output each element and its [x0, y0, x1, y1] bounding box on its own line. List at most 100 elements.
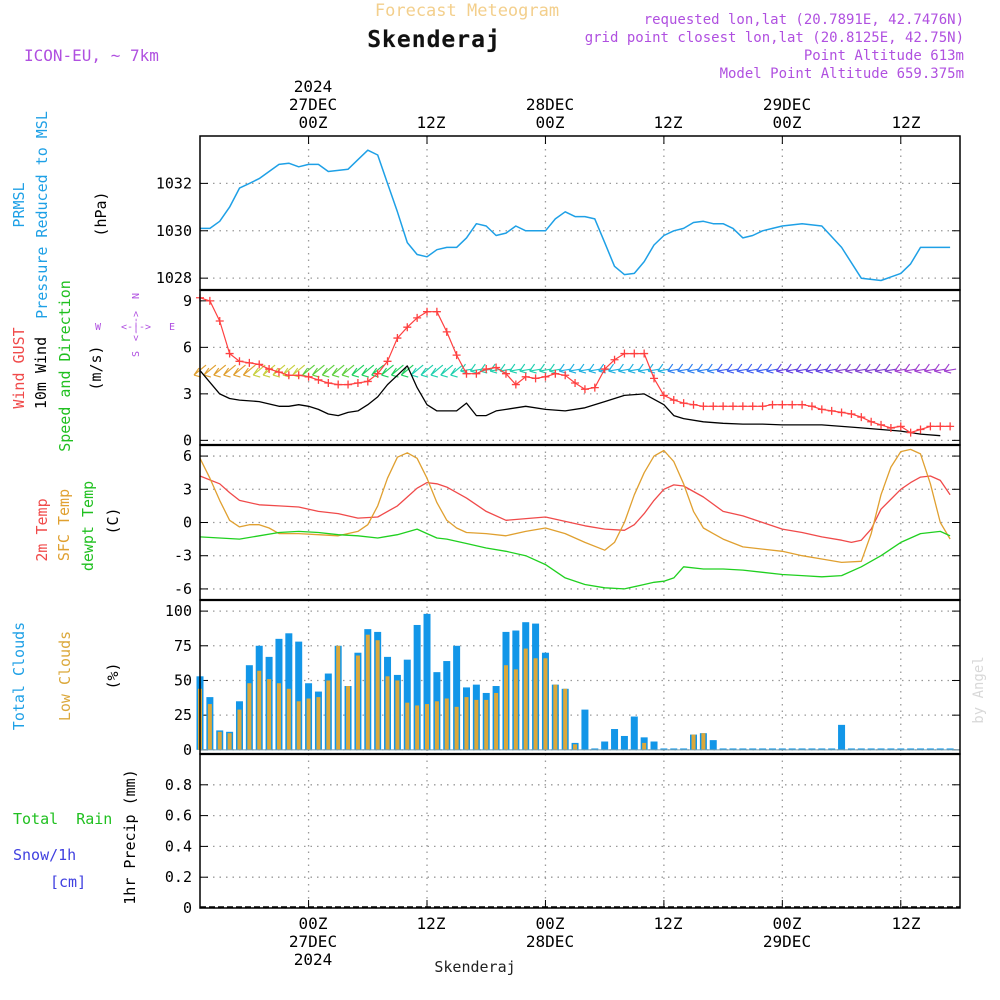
panel-frame	[199, 135, 961, 291]
gust-marker	[709, 402, 718, 411]
wind-direction-mark	[825, 363, 838, 374]
y-tick-label: 0	[183, 431, 192, 449]
wind-direction-mark	[657, 363, 670, 374]
gust-marker	[452, 351, 461, 360]
panel-frame	[199, 444, 961, 601]
low-cloud-bar	[237, 709, 242, 750]
bottom-day-2: 28DEC	[526, 932, 574, 951]
top-hour-3: 00Z	[773, 113, 802, 132]
total-cloud-bar	[650, 741, 658, 750]
wind-direction-mark	[588, 363, 601, 374]
gust-marker	[304, 372, 313, 381]
wind-direction-mark	[795, 363, 809, 374]
gust-marker	[837, 408, 846, 417]
total-cloud-bar	[887, 748, 895, 750]
low-cloud-bar	[267, 679, 272, 750]
gust-marker	[294, 371, 303, 380]
total-cloud-bar	[423, 613, 431, 750]
wind-direction-mark	[450, 364, 464, 378]
total-cloud-bar	[591, 748, 599, 750]
wind-direction-mark	[687, 363, 700, 374]
gust-marker	[324, 379, 333, 387]
label-total-rain: Total Rain	[13, 810, 112, 828]
total-cloud-bar	[670, 748, 678, 750]
wind-direction-mark	[242, 364, 256, 378]
gust-marker	[906, 428, 915, 437]
gust-marker	[679, 399, 688, 408]
wind-direction-mark	[519, 363, 532, 374]
bottom-hour-1: 00Z	[299, 914, 328, 933]
low-cloud-bar	[503, 665, 508, 750]
gust-marker	[650, 374, 659, 383]
wind-direction-mark	[736, 363, 749, 374]
gust-marker	[423, 307, 432, 316]
temp-2m-line	[199, 475, 951, 544]
total-cloud-bar	[680, 748, 688, 750]
gust-marker	[561, 371, 570, 380]
wind-direction-mark	[529, 363, 542, 374]
low-cloud-bar	[276, 683, 281, 750]
gust-marker	[531, 374, 540, 383]
wind-direction-mark	[578, 363, 592, 374]
gust-marker	[916, 425, 925, 434]
y-tick-label: 0.8	[165, 776, 192, 794]
gust-marker	[748, 402, 757, 411]
compass-we-arrows: <-|->	[121, 322, 151, 333]
panel-clouds: 0 25 50 75 100	[165, 599, 961, 759]
wind-direction-mark	[706, 363, 720, 374]
top-12z-1: 12Z	[417, 113, 446, 132]
total-cloud-bar	[660, 748, 668, 750]
gust-marker	[225, 349, 234, 358]
bottom-hour-3: 00Z	[536, 914, 565, 933]
label-hpa: (hPa)	[92, 191, 110, 236]
total-cloud-bar	[719, 748, 727, 750]
label-prmsl: PRMSL	[10, 182, 28, 227]
compass-east: E	[169, 322, 175, 333]
wind-direction-mark	[894, 363, 907, 374]
low-cloud-bar	[553, 684, 558, 750]
total-cloud-bar	[581, 709, 589, 750]
total-cloud-bar	[749, 748, 757, 750]
panel-temperature: -6 -3 0 3 6	[174, 444, 961, 601]
total-cloud-bar	[828, 748, 836, 750]
low-cloud-bar	[434, 701, 439, 750]
gust-marker	[768, 400, 777, 409]
total-cloud-bar	[729, 748, 737, 750]
label-dewpt: dewpt Temp	[79, 481, 97, 571]
gust-marker	[758, 402, 767, 411]
gust-marker	[580, 385, 589, 394]
info-line-2: grid point closest lon,lat (20.8125E, 42…	[585, 30, 964, 46]
info-line-1: requested lon,lat (20.7891E, 42.7476N)	[644, 12, 964, 28]
wind-direction-mark	[321, 364, 335, 378]
top-day-3: 29DEC	[763, 95, 811, 114]
gust-marker	[482, 365, 491, 374]
gust-marker	[274, 368, 283, 377]
gust-marker	[235, 357, 244, 366]
low-cloud-bar	[306, 698, 311, 750]
gust-marker	[728, 402, 737, 411]
label-2m-temp: 2m Temp	[33, 498, 51, 561]
gust-marker	[492, 363, 501, 372]
wind-direction-mark	[835, 363, 848, 374]
y-tick-label: 9	[183, 292, 192, 310]
low-cloud-bar	[326, 680, 331, 750]
total-cloud-bar	[759, 748, 767, 750]
y-tick-label: 100	[165, 602, 192, 620]
wind-direction-mark	[884, 363, 898, 374]
y-tick-label: 25	[174, 706, 192, 724]
top-12z-2: 12Z	[654, 113, 683, 132]
low-cloud-bar	[563, 688, 568, 750]
low-cloud-bar	[365, 634, 370, 750]
temp-dewpt-line	[199, 528, 951, 590]
gust-marker	[462, 369, 471, 378]
wind-direction-mark	[390, 364, 404, 378]
bottom-day-3: 29DEC	[763, 932, 811, 951]
info-line-4: Model Point Altitude 659.375m	[720, 66, 964, 82]
compass-icon: N <---> S W <-|-> E	[95, 293, 175, 357]
total-cloud-bar	[413, 624, 421, 750]
label-gust: Wind GUST	[10, 327, 28, 408]
total-cloud-bar	[877, 748, 885, 750]
wind-direction-mark	[854, 363, 868, 374]
low-cloud-bar	[375, 640, 380, 750]
label-celsius: (C)	[104, 507, 122, 534]
